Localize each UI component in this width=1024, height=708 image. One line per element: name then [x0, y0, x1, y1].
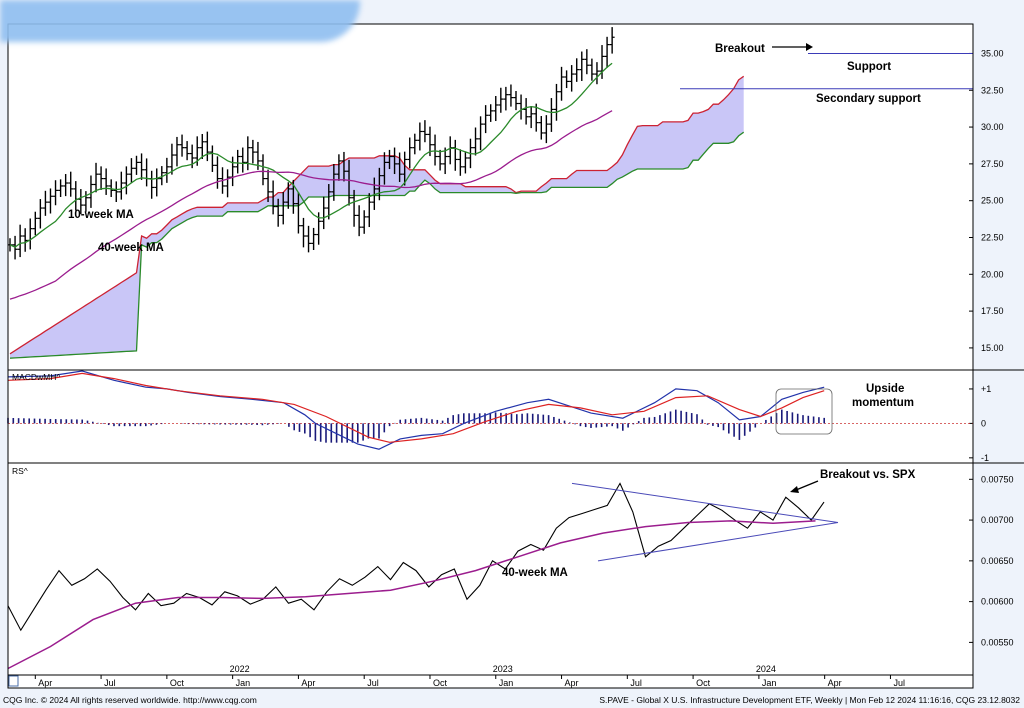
plot-background	[8, 24, 973, 688]
x-tick-label: Apr	[301, 678, 315, 688]
breakout-label: Breakout	[715, 43, 765, 55]
cloud-fill	[10, 76, 744, 359]
breakout-arrow-head	[806, 43, 813, 51]
cloud-upper-line	[9, 75, 745, 355]
x-tick-label: Oct	[170, 678, 185, 688]
x-tick-label: Oct	[433, 678, 448, 688]
spx-arrow-line	[795, 480, 819, 491]
redacted-logo-area	[0, 0, 360, 42]
price-panel: 15.00 17.50 20.00 22.50 25.00 27.50 30.00 32.50…	[7, 27, 1004, 359]
ma40-line	[9, 110, 613, 300]
momentum-highlight-box	[775, 388, 833, 435]
rs-y-tick-label: 0.00600	[981, 597, 1014, 607]
price-y-tick-label: 15.00	[981, 343, 1004, 353]
rs-ma-line	[7, 520, 816, 670]
annotations: Breakout Support Secondary support 10-week …	[68, 43, 921, 579]
x-tick-label: Apr	[38, 678, 52, 688]
scroll-handle	[8, 675, 19, 687]
relative-strength-panel: 0.00550 0.00600 0.00650 0.00700 0.00750 RS^	[7, 466, 1014, 670]
outer-frame	[7, 23, 974, 689]
x-tick-label: Oct	[696, 678, 711, 688]
mom-y-tick-label: +1	[981, 384, 991, 394]
x-tick-label: Jan	[236, 678, 251, 688]
x-tick-label: Apr	[565, 678, 579, 688]
x-tick-label: Jul	[104, 678, 116, 688]
mom-y-tick-label: -1	[981, 453, 989, 463]
panel-frames	[7, 23, 1024, 689]
ma10-label: 10-week MA	[68, 209, 134, 221]
price-y-tick-label: 25.00	[981, 196, 1004, 206]
rs-y-tick-label: 0.00650	[981, 556, 1014, 566]
price-y-tick-label: 27.50	[981, 159, 1004, 169]
momentum-panel: +1 0 -1 MACDwMH^	[7, 370, 991, 463]
upside-label: Upside	[866, 383, 904, 395]
x-tick-label: Jan	[762, 678, 777, 688]
spx-arrow-head	[790, 486, 799, 493]
x-tick-label: Jan	[499, 678, 514, 688]
ma40-label: 40-week MA	[98, 242, 164, 254]
rs-y-tick-label: 0.00700	[981, 515, 1014, 525]
mom-y-tick-label: 0	[981, 418, 986, 428]
x-tick-label: Jul	[630, 678, 642, 688]
secondary-support-label: Secondary support	[816, 93, 921, 105]
footer-instrument: S.PAVE - Global X U.S. Infrastructure De…	[599, 695, 1020, 705]
triangle-upper-line	[571, 482, 839, 524]
rs-y-tick-label: 0.00550	[981, 637, 1014, 647]
signal-line	[7, 372, 825, 443]
price-y-tick-label: 20.00	[981, 269, 1004, 279]
momentum-label: momentum	[852, 397, 914, 409]
price-y-tick-label: 17.50	[981, 306, 1004, 316]
triangle-lower-line	[597, 522, 839, 562]
x-tick-label: Apr	[828, 678, 842, 688]
x-tick-label: Jul	[893, 678, 905, 688]
price-y-tick-label: 30.00	[981, 122, 1004, 132]
price-y-tick-label: 35.00	[981, 48, 1004, 58]
x-axis: Apr Jul Oct Jan Apr Jul Oct Jan Apr Jul Oct Jan Apr J…	[8, 664, 905, 688]
cloud-lower-line	[9, 131, 745, 359]
year-label: 2022	[230, 664, 250, 674]
year-label: 2024	[756, 664, 776, 674]
year-label: 2023	[493, 664, 513, 674]
price-y-tick-label: 22.50	[981, 232, 1004, 242]
ma10-line	[9, 62, 613, 248]
x-tick-label: Jul	[367, 678, 379, 688]
rs-y-tick-label: 0.00750	[981, 474, 1014, 484]
breakout-vs-spx-label: Breakout vs. SPX	[820, 469, 916, 481]
price-y-tick-label: 32.50	[981, 85, 1004, 95]
rs-ma-label: 40-week MA	[502, 567, 568, 579]
support-label: Support	[847, 61, 891, 73]
footer-copyright: CQG Inc. © 2024 All rights reserved worl…	[3, 695, 257, 705]
rs-line	[7, 482, 825, 632]
mom-panel-name: MACDwMH^	[12, 372, 60, 382]
rs-panel-name: RS^	[12, 466, 28, 476]
